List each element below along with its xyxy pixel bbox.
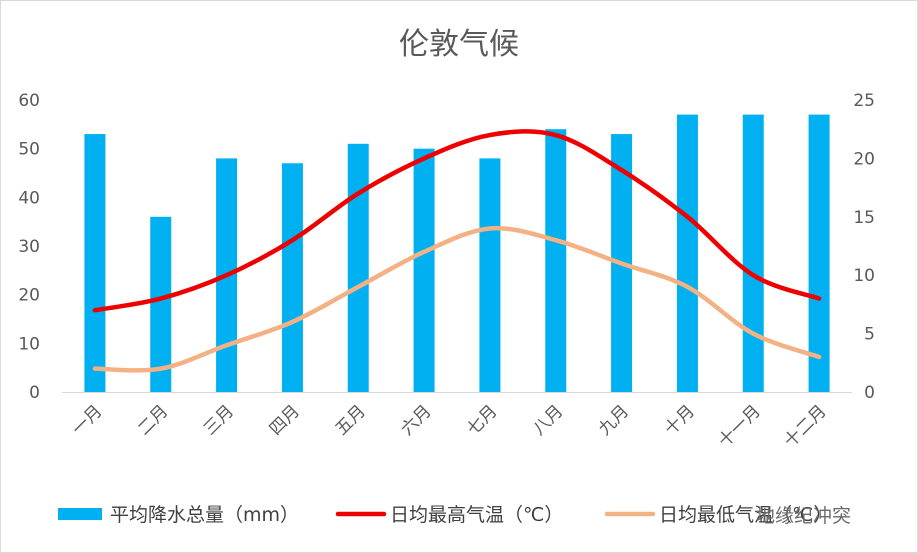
legend-low-temp-label: 日均最低气温（℃） <box>659 504 832 526</box>
low-temp-line <box>92 225 822 373</box>
chart-title: 伦敦气候 <box>399 27 519 62</box>
left-axis-tick-label: 0 <box>29 383 40 403</box>
x-axis-category-label: 十月 <box>661 401 699 439</box>
x-axis-category-label: 一月 <box>68 401 106 439</box>
x-axis-category-label: 八月 <box>529 401 567 439</box>
legend-precipitation-label: 平均降水总量（mm） <box>110 504 299 526</box>
x-axis-category-label: 六月 <box>397 401 435 439</box>
right-axis-tick-label: 25 <box>853 91 875 111</box>
x-axis-category-label: 七月 <box>463 401 501 439</box>
precipitation-bar <box>808 114 830 392</box>
x-axis-category-label: 四月 <box>266 401 304 439</box>
precipitation-bar <box>150 216 172 392</box>
legend-high-temp-label: 日均最高气温（℃） <box>390 504 563 526</box>
precipitation-bar <box>479 158 501 392</box>
precipitation-bar <box>281 163 303 392</box>
right-axis-tick-label: 0 <box>864 383 875 403</box>
precipitation-bar <box>545 129 567 392</box>
right-axis-tick-label: 5 <box>864 325 875 345</box>
x-axis-category-label: 二月 <box>134 401 172 439</box>
x-axis-category-label: 五月 <box>332 401 370 439</box>
x-axis-category-label: 十二月 <box>780 401 830 451</box>
precipitation-bar <box>347 143 369 392</box>
plot-area: 0 10 20 30 40 50 60 0 5 10 15 20 25 一月 二月 三月 四月 五月 六月 七月 八月九… <box>18 91 875 452</box>
precipitation-bar <box>676 114 698 392</box>
left-axis-tick-label: 40 <box>18 188 40 208</box>
left-axis-tick-label: 60 <box>18 91 40 111</box>
left-axis-tick-label: 20 <box>18 286 40 306</box>
right-axis-tick-label: 10 <box>853 266 875 286</box>
legend-precipitation-swatch <box>58 508 102 520</box>
watermark-text: 地缘纪冲突 <box>756 505 851 527</box>
right-axis-tick-label: 20 <box>853 149 875 169</box>
precipitation-bar <box>742 114 764 392</box>
x-axis-category-label: 三月 <box>200 401 238 439</box>
left-axis-tick-label: 50 <box>18 140 40 160</box>
x-axis-category-label: 九月 <box>595 401 633 439</box>
precipitation-bar <box>413 148 435 392</box>
x-axis-category-label: 十一月 <box>715 401 765 451</box>
legend: 平均降水总量（mm） 日均最高气温（℃） 日均最低气温（℃） <box>58 504 832 526</box>
precipitation-bar <box>84 134 106 393</box>
right-axis-tick-label: 15 <box>853 208 875 228</box>
high-temp-line <box>92 129 822 313</box>
left-axis-tick-label: 30 <box>18 237 40 257</box>
left-axis-tick-label: 10 <box>18 334 40 354</box>
